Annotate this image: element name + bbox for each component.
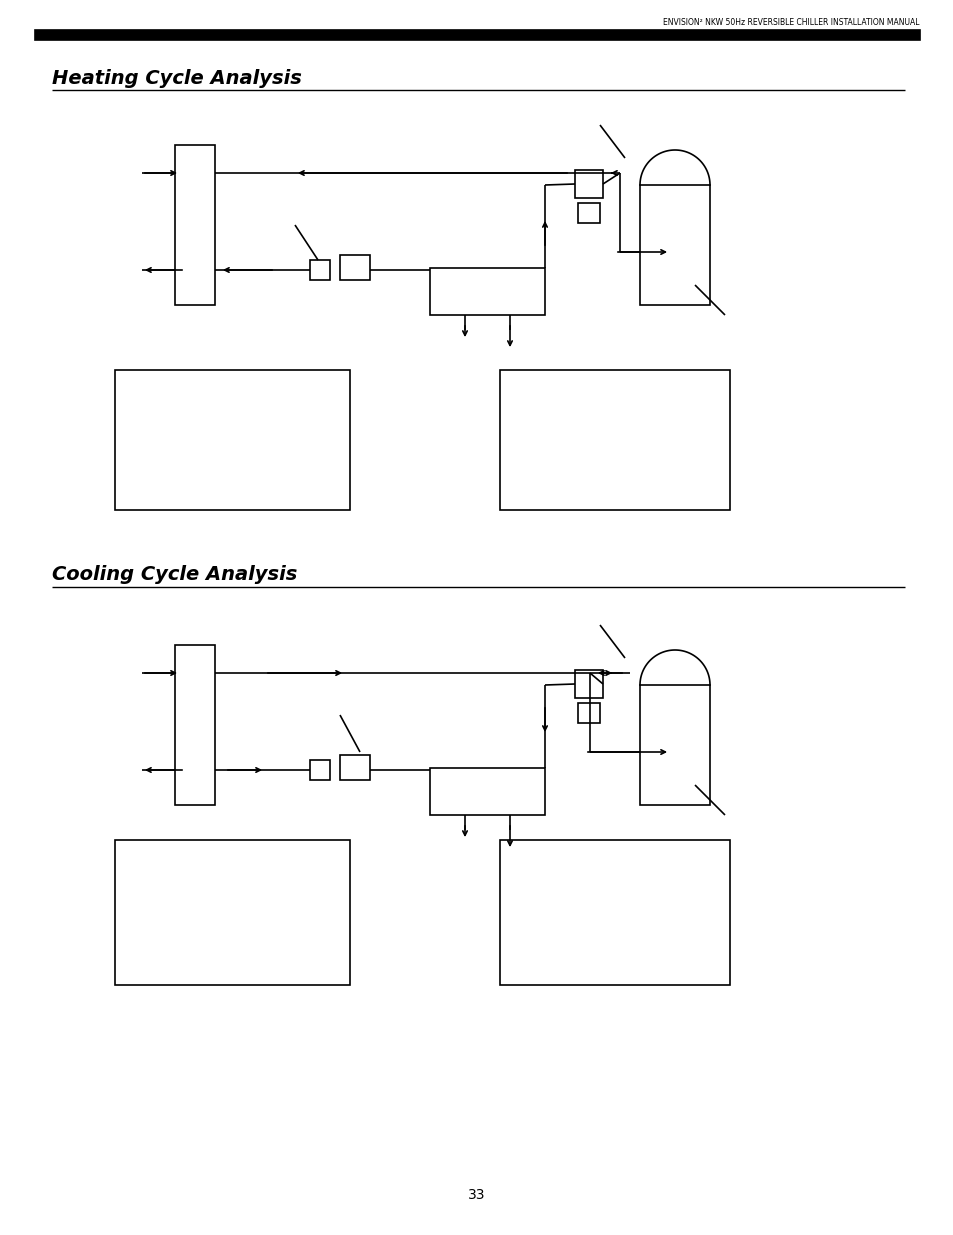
Bar xyxy=(578,703,599,722)
Bar xyxy=(430,268,544,315)
Text: 33: 33 xyxy=(468,1188,485,1202)
Bar xyxy=(339,755,370,781)
Bar xyxy=(35,30,919,40)
Bar xyxy=(339,254,370,280)
Bar xyxy=(499,840,729,986)
Bar xyxy=(115,370,350,510)
Bar xyxy=(639,185,709,305)
Bar xyxy=(310,760,330,781)
Text: Heating Cycle Analysis: Heating Cycle Analysis xyxy=(52,68,301,88)
Text: Cooling Cycle Analysis: Cooling Cycle Analysis xyxy=(52,566,297,584)
Bar xyxy=(310,261,330,280)
Bar xyxy=(575,671,602,698)
Bar xyxy=(430,768,544,815)
Bar xyxy=(575,170,602,198)
Bar xyxy=(578,203,599,224)
Bar xyxy=(639,685,709,805)
Bar xyxy=(174,144,214,305)
Bar xyxy=(174,645,214,805)
Bar xyxy=(115,840,350,986)
Text: ENVISION² NKW 50Hz REVERSIBLE CHILLER INSTALLATION MANUAL: ENVISION² NKW 50Hz REVERSIBLE CHILLER IN… xyxy=(662,17,919,26)
Bar xyxy=(499,370,729,510)
